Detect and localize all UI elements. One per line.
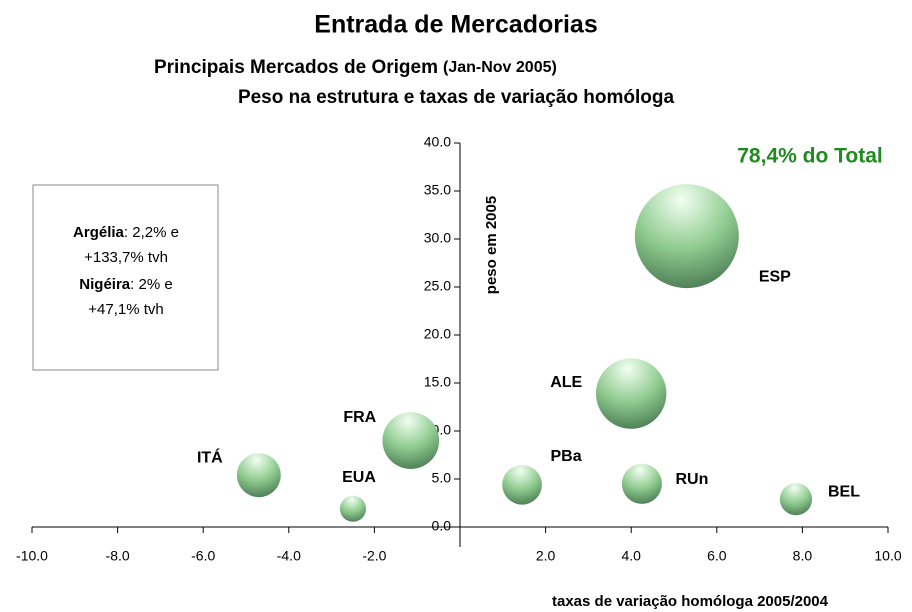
annotation-text: : 2% e: [130, 276, 173, 293]
x-tick-label: 4.0: [621, 548, 641, 564]
y-tick-label: 40.0: [424, 134, 451, 150]
annotation-bold: Nigéira: [79, 276, 131, 293]
y-tick-label: 30.0: [424, 230, 451, 246]
x-tick-label: 10.0: [874, 548, 901, 564]
bubble-label: RUn: [675, 471, 708, 488]
y-tick-label: 5.0: [432, 470, 452, 486]
x-tick-label: 6.0: [707, 548, 727, 564]
y-tick-label: 25.0: [424, 278, 451, 294]
annotation-line: +47,1% tvh: [88, 301, 163, 318]
bubble-label: ITÁ: [197, 447, 223, 466]
bubble-label: BEL: [828, 483, 860, 500]
bubble-label: ESP: [759, 268, 791, 285]
x-tick-label: -8.0: [106, 548, 130, 564]
bubble: [621, 463, 662, 504]
bubble: [595, 358, 667, 429]
x-tick-label: -6.0: [191, 548, 215, 564]
chart-title: Entrada de Mercadorias: [314, 11, 597, 39]
annotation-line: Nigéira: 2% e: [79, 276, 172, 293]
chart-subtitle2: Peso na estrutura e taxas de variação ho…: [238, 87, 675, 108]
chart-subtitle-period: (Jan-Nov 2005): [443, 59, 557, 76]
y-tick-label: 20.0: [424, 326, 451, 342]
chart-subtitle: Principais Mercados de Origem: [154, 57, 438, 78]
y-tick-label: 0.0: [432, 518, 452, 534]
x-tick-label: -10.0: [16, 548, 48, 564]
annotation-line: Argélia: 2,2% e: [73, 224, 179, 241]
annotation-box: [32, 184, 219, 371]
annotation-line: +133,7% tvh: [84, 249, 168, 266]
bubble: [502, 464, 542, 505]
bubble-label: ALE: [550, 374, 582, 391]
bubble: [236, 453, 281, 498]
bubble: [779, 483, 813, 516]
x-axis-label: taxas de variação homóloga 2005/2004: [552, 593, 829, 610]
y-tick-label: 35.0: [424, 182, 451, 198]
x-tick-label: 8.0: [793, 548, 813, 564]
bubble-label: PBa: [550, 448, 581, 465]
annotation-text: +133,7% tvh: [84, 249, 168, 266]
x-tick-label: -4.0: [277, 548, 301, 564]
annotation-text: : 2,2% e: [124, 224, 179, 241]
bubble: [339, 495, 367, 522]
annotation-text: Argélia: 2,2% e +133,7% tvh Nigéira: 2% e +…: [73, 224, 179, 318]
y-axis-label: peso em 2005: [483, 196, 500, 294]
bubble: [634, 184, 739, 289]
annotation-bold: Argélia: [73, 224, 125, 241]
bubble: [382, 412, 440, 469]
y-tick-label: 15.0: [424, 374, 451, 390]
annotation-text: +47,1% tvh: [88, 301, 163, 318]
total-annotation: 78,4% do Total: [737, 145, 882, 168]
x-tick-label: -2.0: [362, 548, 386, 564]
bubble-label: EUA: [342, 469, 376, 486]
x-tick-label: 2.0: [536, 548, 556, 564]
bubble-label: FRA: [343, 409, 376, 426]
